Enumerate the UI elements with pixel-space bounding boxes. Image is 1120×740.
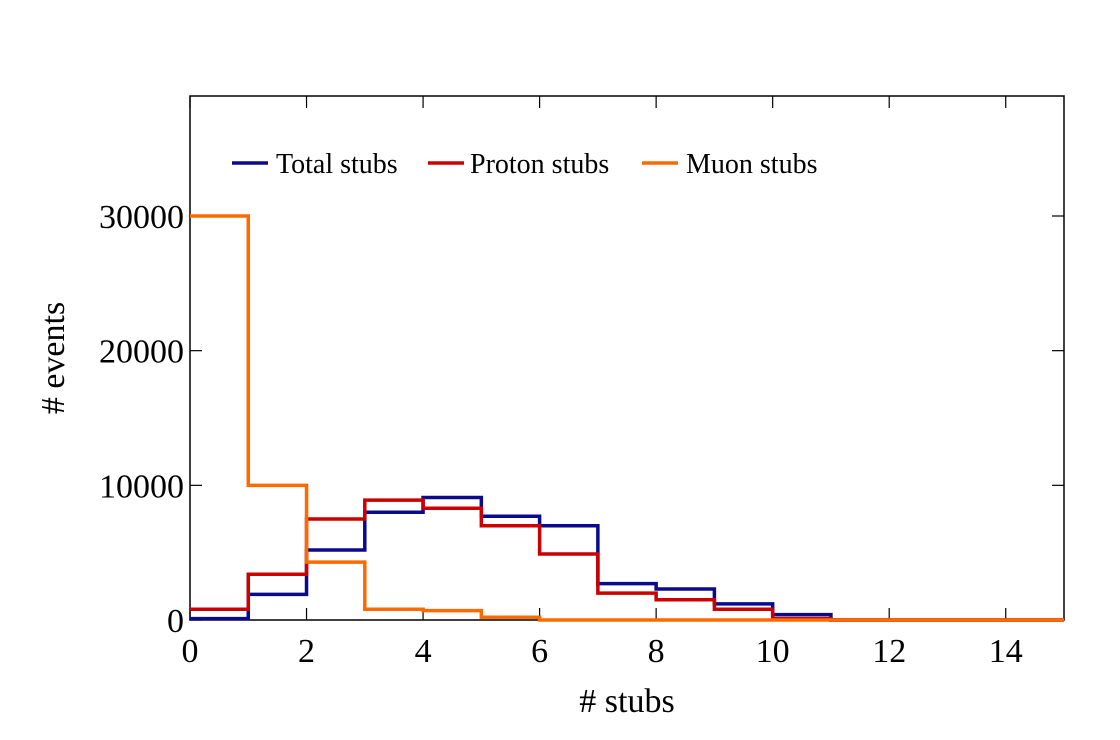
y-tick-label: 10000 bbox=[99, 468, 184, 505]
x-axis-title: # stubs bbox=[579, 683, 674, 720]
series-line-total-stubs bbox=[190, 495, 1064, 622]
legend-label-proton-stubs: Proton stubs bbox=[470, 149, 609, 180]
legend-label-total-stubs: Total stubs bbox=[276, 149, 398, 180]
x-tick-label: 14 bbox=[989, 633, 1023, 670]
legend-label-muon-stubs: Muon stubs bbox=[686, 149, 817, 180]
x-tick-label: 4 bbox=[415, 633, 432, 670]
y-tick-label: 30000 bbox=[99, 199, 184, 236]
series-line-muon-stubs bbox=[190, 214, 1064, 622]
legend: Total stubs Proton stubs Muon stubs bbox=[232, 149, 817, 180]
series-group bbox=[190, 214, 1064, 622]
x-tick-label: 10 bbox=[756, 633, 790, 670]
series-line-proton-stubs bbox=[190, 498, 1064, 622]
x-tick-label: 6 bbox=[531, 633, 548, 670]
y-tick-label: 20000 bbox=[99, 334, 184, 371]
axis-ticks: 0 2 4 6 8 10 12 14 0 10000 20000 30000 bbox=[99, 96, 1064, 670]
x-tick-label: 0 bbox=[182, 633, 199, 670]
x-tick-label: 12 bbox=[872, 633, 906, 670]
y-tick-label: 0 bbox=[167, 603, 184, 640]
y-axis-title: # events bbox=[35, 302, 72, 414]
x-tick-label: 2 bbox=[298, 633, 315, 670]
x-tick-label: 8 bbox=[648, 633, 665, 670]
